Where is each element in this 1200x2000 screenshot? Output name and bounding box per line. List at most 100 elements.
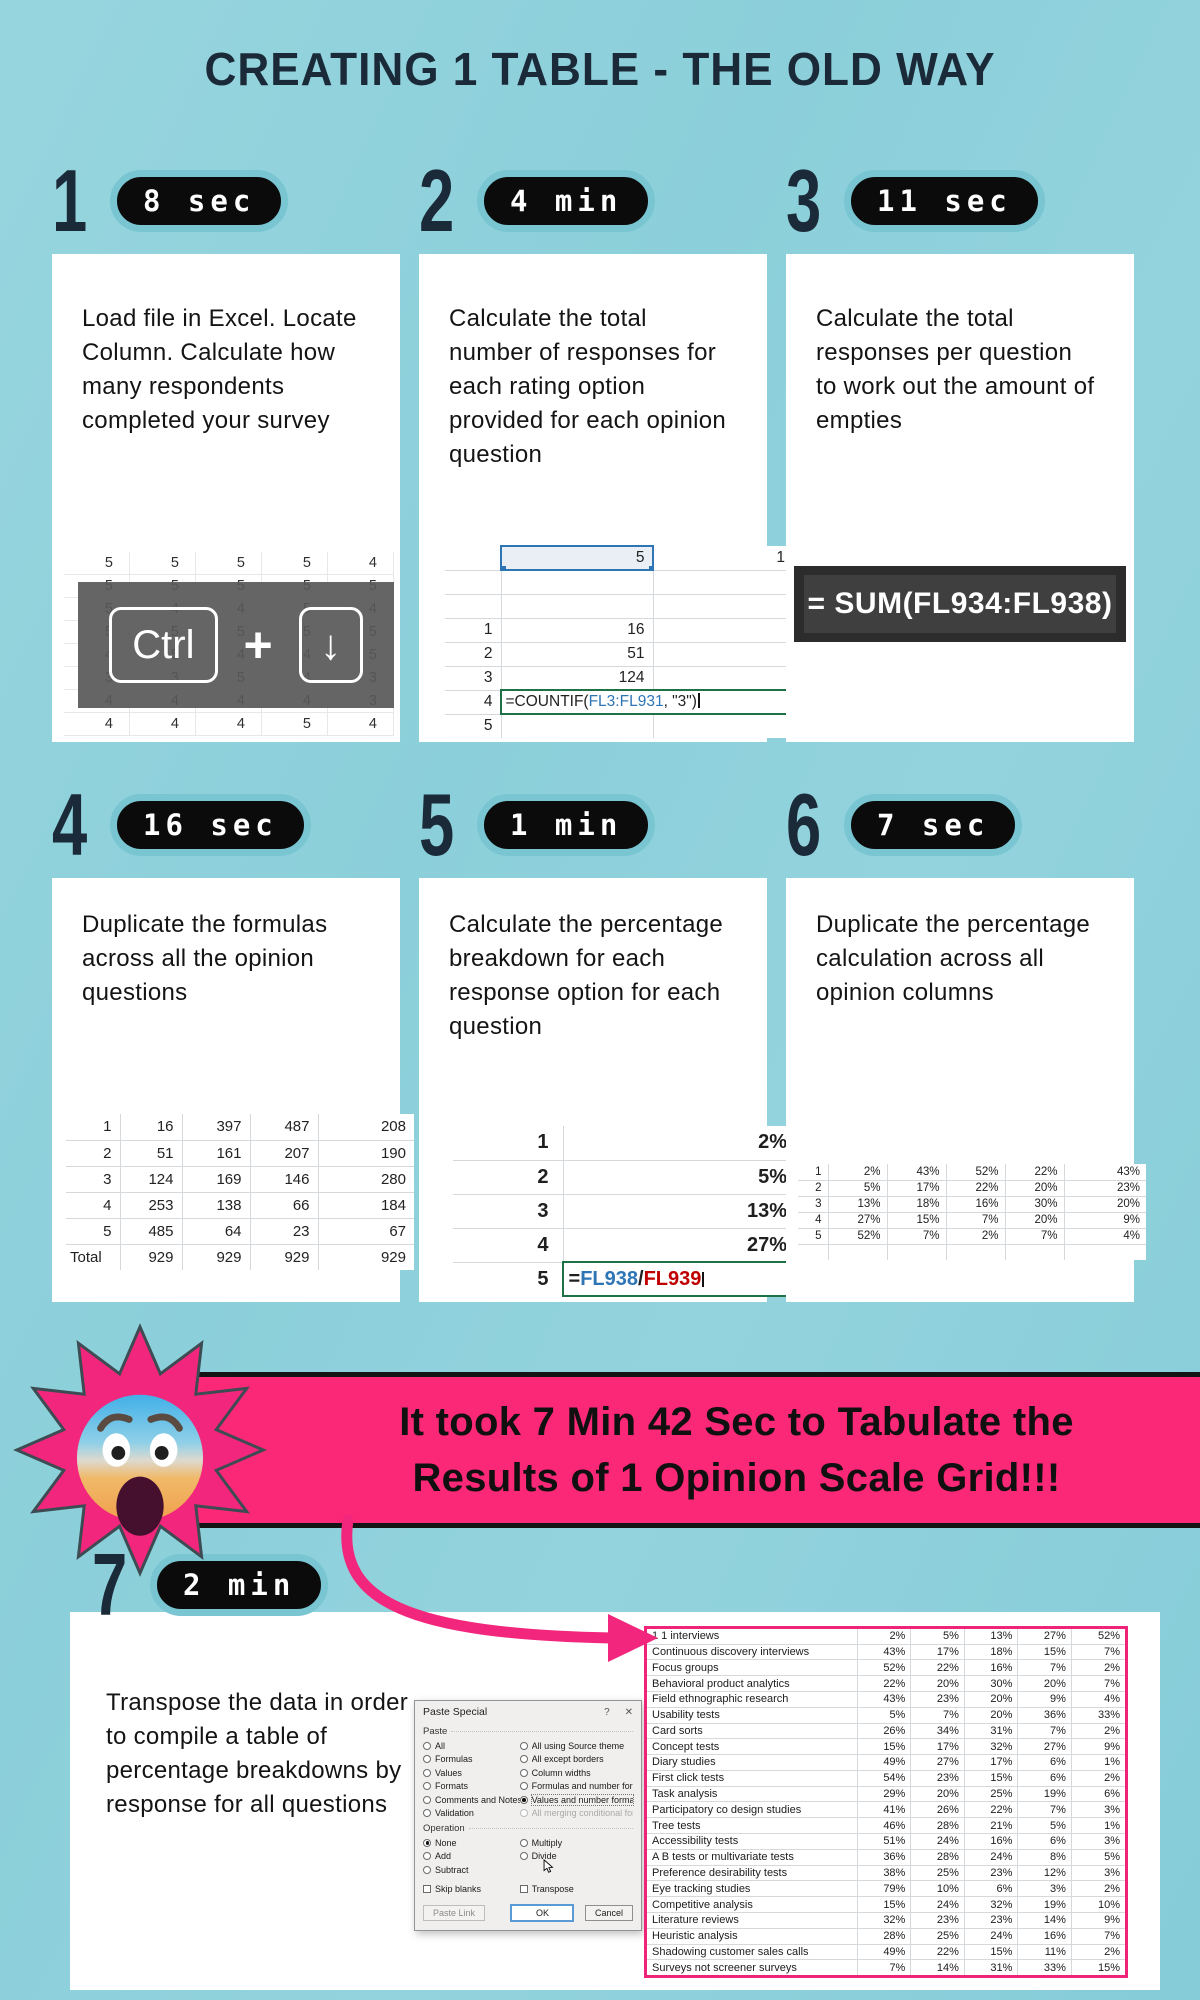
radio-option[interactable]: Multiply bbox=[519, 1836, 633, 1850]
table-cell: 20% bbox=[963, 1706, 1019, 1724]
table-cell: Participatory co design studies bbox=[646, 1801, 858, 1819]
paste-group-label: Paste bbox=[423, 1726, 448, 1737]
option-label: Column widths bbox=[531, 1767, 591, 1778]
radio-option[interactable]: All merging conditional formats bbox=[519, 1807, 633, 1821]
cell: 16 bbox=[500, 617, 654, 643]
cell: 5 bbox=[452, 1261, 564, 1297]
radio-option[interactable]: Validation bbox=[423, 1807, 520, 1821]
skip-blanks-checkbox-area: Skip blanks bbox=[423, 1883, 520, 1897]
checkbox-option[interactable]: Transpose bbox=[519, 1883, 633, 1897]
radio-option[interactable]: All bbox=[423, 1739, 520, 1753]
table-cell: 15% bbox=[1017, 1643, 1072, 1661]
step-1-header: 1 8 sec bbox=[52, 151, 400, 250]
spreadsheet-cell: 4 bbox=[130, 713, 196, 736]
spreadsheet-cell: 4 bbox=[196, 713, 262, 736]
radio-icon bbox=[423, 1795, 431, 1804]
selected-cell[interactable]: 5 bbox=[500, 545, 654, 571]
table-cell: 52% bbox=[945, 1163, 1006, 1181]
table-cell: 33% bbox=[1070, 1706, 1126, 1724]
table-cell: 23% bbox=[963, 1911, 1019, 1929]
cell: 1 bbox=[444, 617, 502, 643]
cell: 13% bbox=[562, 1193, 802, 1229]
step-1-number: 1 bbox=[52, 151, 88, 250]
table-cell: 2% bbox=[856, 1628, 912, 1645]
option-label: Validation bbox=[435, 1808, 474, 1819]
table-cell: 31% bbox=[963, 1959, 1019, 1976]
sum-formula-text: = SUM(FL934:FL938) bbox=[804, 575, 1116, 633]
table-cell: 7% bbox=[1070, 1675, 1126, 1693]
step-2-description: Calculate the total number of responses … bbox=[449, 305, 727, 468]
table-cell: 30% bbox=[963, 1675, 1019, 1693]
table-cell: 20% bbox=[910, 1785, 965, 1803]
radio-option[interactable]: Add bbox=[423, 1850, 520, 1864]
radio-option[interactable]: Values bbox=[423, 1766, 520, 1780]
radio-option[interactable]: Formulas bbox=[423, 1753, 520, 1767]
table-cell: 7% bbox=[1070, 1927, 1126, 1945]
table-cell: 7% bbox=[1070, 1643, 1126, 1661]
radio-option[interactable]: Subtract bbox=[423, 1863, 520, 1877]
cancel-button[interactable]: Cancel bbox=[584, 1905, 633, 1921]
cell: 1 bbox=[452, 1125, 564, 1161]
radio-icon bbox=[423, 1782, 431, 1791]
step-5: 5 1 min Calculate the percentage breakdo… bbox=[419, 781, 802, 1302]
table-cell: Task analysis bbox=[646, 1785, 858, 1803]
radio-option[interactable]: All using Source theme bbox=[519, 1739, 633, 1753]
table-cell: 169 bbox=[181, 1165, 251, 1193]
radio-option[interactable]: All except borders bbox=[519, 1753, 633, 1767]
radio-icon bbox=[423, 1741, 431, 1750]
table-cell: Heuristic analysis bbox=[646, 1927, 858, 1945]
checkbox-icon bbox=[423, 1885, 431, 1894]
table-row: 4 253 138 66 184 bbox=[65, 1191, 415, 1219]
option-label: Formulas bbox=[435, 1754, 473, 1765]
page-title: CREATING 1 TABLE - THE OLD WAY bbox=[204, 43, 996, 95]
formula-cell[interactable]: =COUNTIF(FL3:FL931, "3") bbox=[500, 689, 794, 715]
cell: 1 bbox=[652, 545, 794, 571]
table-cell: 49% bbox=[856, 1754, 912, 1771]
radio-icon bbox=[519, 1755, 528, 1764]
close-icon[interactable]: ✕ bbox=[624, 1707, 633, 1718]
table-cell: 19% bbox=[1017, 1785, 1072, 1803]
pink-arrow bbox=[341, 1514, 658, 1662]
help-icon[interactable]: ? bbox=[604, 1707, 610, 1718]
table-cell: 28% bbox=[910, 1848, 965, 1866]
step-2-number: 2 bbox=[419, 151, 455, 250]
step-2-header: 2 4 min bbox=[419, 151, 767, 250]
formula-cell[interactable]: =FL938/FL939 bbox=[562, 1261, 802, 1297]
starburst-scream-emoji bbox=[13, 1323, 267, 1577]
step-6-card: Duplicate the percentage calculation acr… bbox=[786, 878, 1147, 1302]
counts-table-screenshot: 1 16 397 487 208 2 51 161 207 190 3 124 169 146 280 4 25… bbox=[65, 1113, 415, 1271]
table-row: Card sorts 26% 34% 31% 7% 2% bbox=[646, 1722, 1126, 1740]
ok-button[interactable]: OK bbox=[510, 1904, 575, 1922]
table-cell: 7% bbox=[910, 1706, 965, 1724]
radio-option[interactable]: None bbox=[423, 1836, 520, 1850]
radio-option[interactable]: Values and number formats bbox=[519, 1793, 634, 1807]
radio-option[interactable]: Column widths bbox=[519, 1766, 633, 1780]
table-cell: Preference desirability tests bbox=[646, 1864, 858, 1882]
radio-option[interactable]: Divide bbox=[519, 1850, 633, 1864]
table-cell: 15% bbox=[856, 1738, 912, 1756]
table-cell: 66 bbox=[249, 1191, 319, 1219]
table-cell: 7% bbox=[1017, 1659, 1072, 1677]
table-cell: 10% bbox=[1070, 1896, 1126, 1913]
radio-option[interactable]: Formats bbox=[423, 1780, 520, 1794]
table-row: Competitive analysis 15% 24% 32% 19% 10% bbox=[646, 1896, 1126, 1913]
step-3-time-badge: 11 sec bbox=[844, 170, 1045, 232]
option-label: Transpose bbox=[531, 1884, 574, 1895]
step-6-number: 6 bbox=[786, 775, 822, 874]
radio-option[interactable]: Comments and Notes bbox=[423, 1793, 520, 1807]
table-cell: 3% bbox=[1070, 1864, 1126, 1882]
cell: 51 bbox=[500, 641, 654, 667]
table-row: Literature reviews 32% 23% 23% 14% 9% bbox=[646, 1911, 1126, 1929]
table-cell: 487 bbox=[249, 1113, 319, 1141]
table-row: Participatory co design studies 41% 26% 22%… bbox=[646, 1801, 1126, 1819]
paste-link-button[interactable]: Paste Link bbox=[423, 1905, 486, 1921]
table-row bbox=[797, 1243, 1147, 1261]
table-cell: 43% bbox=[856, 1643, 912, 1661]
table-cell: 16% bbox=[963, 1833, 1019, 1850]
radio-option[interactable]: Formulas and number formats bbox=[519, 1780, 633, 1794]
table-cell: 2 bbox=[65, 1139, 121, 1167]
spreadsheet-cell: 5 bbox=[262, 552, 328, 575]
table-cell: 13% bbox=[827, 1195, 888, 1213]
table-cell: 17% bbox=[910, 1643, 965, 1661]
checkbox-option[interactable]: Skip blanks bbox=[423, 1883, 520, 1897]
